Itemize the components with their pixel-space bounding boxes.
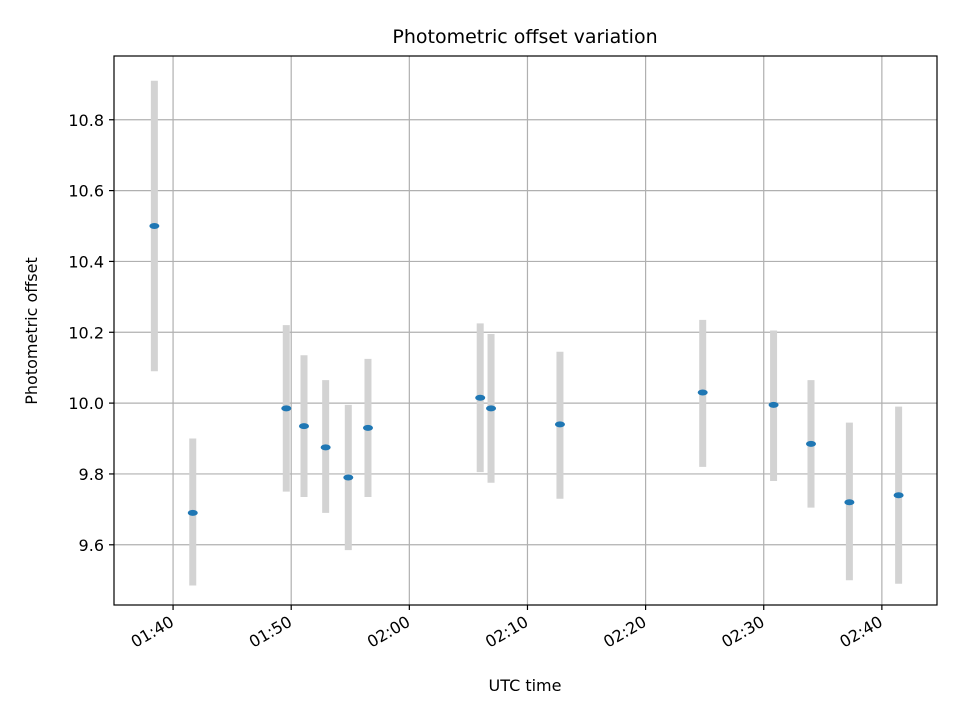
y-tick-label: 9.8 <box>79 465 104 484</box>
y-tick-label: 10.6 <box>68 182 104 201</box>
data-point <box>768 401 779 408</box>
y-tick-label: 10.4 <box>68 252 104 271</box>
chart-title: Photometric offset variation <box>392 26 657 48</box>
data-point <box>844 499 855 506</box>
y-tick-label: 10.0 <box>68 394 104 413</box>
data-points <box>149 223 904 516</box>
data-point <box>697 389 708 396</box>
y-tick-label: 10.8 <box>68 111 104 130</box>
data-point <box>281 405 292 412</box>
data-point <box>893 492 904 499</box>
data-point <box>343 474 354 481</box>
data-point <box>554 421 565 428</box>
grid <box>114 56 937 605</box>
plot-area-frame <box>113 55 938 606</box>
y-tick-label: 10.2 <box>68 323 104 342</box>
data-point <box>475 394 486 401</box>
x-axis-title: UTC time <box>489 676 562 695</box>
data-point <box>486 405 497 412</box>
data-point <box>362 424 373 431</box>
data-point <box>805 440 816 447</box>
data-point <box>320 444 331 451</box>
y-tick-label: 9.6 <box>79 536 104 555</box>
y-axis-title: Photometric offset <box>22 257 41 405</box>
data-point <box>149 223 160 230</box>
data-point <box>298 423 309 430</box>
data-point <box>187 509 198 516</box>
